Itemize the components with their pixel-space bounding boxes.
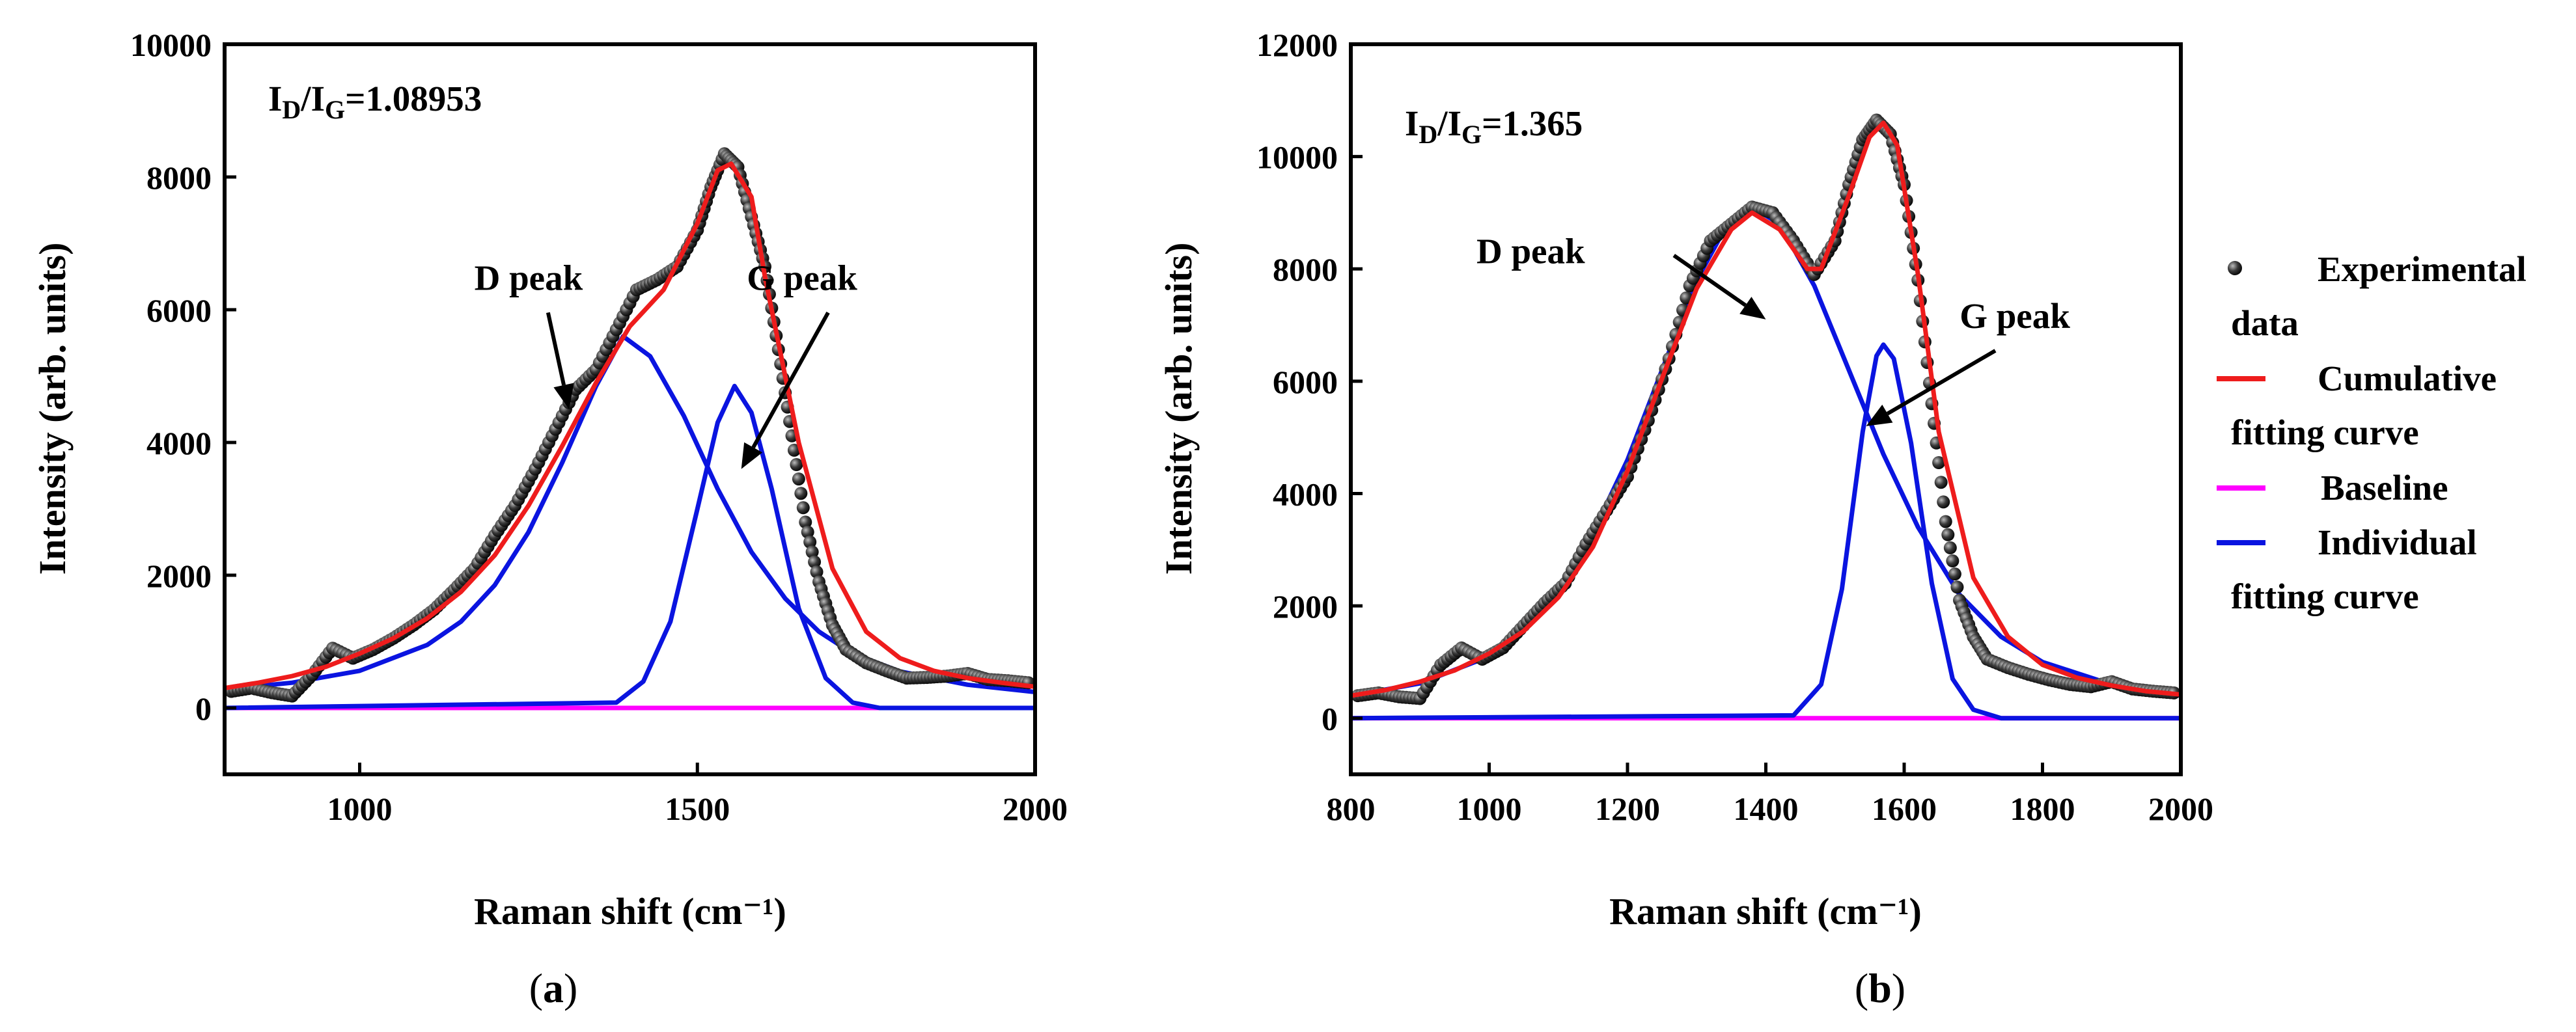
panel-a-annotation-d-peak: D peak <box>475 258 583 297</box>
panel-b-arrow-shaft-g-peak <box>1886 349 1997 416</box>
panel-a-data-point <box>794 487 808 500</box>
legend-label-ind: Individual <box>2318 523 2477 562</box>
panel-a-xtick-label-2000: 2000 <box>1003 791 1068 827</box>
panel-a-ytick-label-8000: 8000 <box>146 159 212 196</box>
panel-b-data-point <box>1941 528 1955 541</box>
panel-a-data-point <box>810 565 824 578</box>
panel-b-series-cumulative-fitting-curve <box>1351 120 2181 698</box>
panel-b-data-point <box>1932 455 1946 469</box>
panel-b-arrow-head-g-peak <box>1866 404 1893 426</box>
legend-item-base: Baseline <box>2217 468 2448 508</box>
panel-a-xlabel: Raman shift (cm⁻¹) <box>474 890 786 932</box>
panel-a-data-point <box>803 536 817 549</box>
panel-b-ytick-label-10000: 10000 <box>1256 139 1338 176</box>
legend-label2-exp: data <box>2231 303 2299 343</box>
panel-b-annotations: D peak G peak <box>1476 232 2070 426</box>
panel-a-data-point <box>792 472 805 486</box>
panel-b-data-point <box>1934 476 1948 489</box>
panel-a-series-individual-fitting-curve-g <box>225 383 1035 711</box>
panel-a-ytick-label-10000: 10000 <box>130 27 212 63</box>
panel-b-ytick-label-2000: 2000 <box>1273 588 1338 625</box>
panel-b-ytick-label-12000: 12000 <box>1256 27 1338 63</box>
panel-b-ylabel: Intensity (arb. units) <box>1157 243 1200 575</box>
panel-b-ytick-label-4000: 4000 <box>1273 476 1338 512</box>
panel-a-annotations: D peak G peak <box>475 258 857 469</box>
panel-b-ratio-label: ID/IG=1.365 <box>1405 103 1583 149</box>
panel-b-arrow-head-d-peak <box>1739 297 1766 319</box>
panel-a-experimental-points <box>225 147 1035 703</box>
panel-a-frame <box>223 42 1037 776</box>
panel-b-xtick-label-1800: 1800 <box>2010 791 2075 827</box>
panel-b-ytick-label-8000: 8000 <box>1273 251 1338 288</box>
chart-panel-b: 800 1000 1200 1400 1600 1800 2000 0 2000 4000 6000… <box>1157 27 2213 1011</box>
panel-b-data-point <box>1937 495 1950 509</box>
panel-a-data-point <box>790 458 803 471</box>
legend-item-ind: Individual fitting curve <box>2217 523 2477 616</box>
panel-b-xtick-label-1200: 1200 <box>1595 791 1660 827</box>
panel-a-caption: (a) <box>529 965 578 1011</box>
panel-b-xtick-label-1600: 1600 <box>1872 791 1937 827</box>
panel-a-arrow-shaft-g-peak <box>751 311 830 449</box>
panel-a-data-point <box>787 443 801 457</box>
legend-item-cum: Cumulative fitting curve <box>2217 359 2497 452</box>
panel-a-plot-area <box>225 147 1035 711</box>
panel-b-caption: (b) <box>1855 965 1905 1011</box>
panel-a-arrow-head-g-peak <box>741 442 763 469</box>
panel-b-annotation-g-peak: G peak <box>1960 296 2070 336</box>
panel-a-ytick-label-2000: 2000 <box>146 558 212 594</box>
panel-b-data-point <box>1943 541 1957 554</box>
panel-b-data-point <box>1939 515 1952 528</box>
panel-b-xtick-label-1000: 1000 <box>1457 791 1522 827</box>
legend-label2-ind: fitting curve <box>2231 577 2419 616</box>
legend-label-base: Baseline <box>2321 468 2448 508</box>
panel-b-xlabel: Raman shift (cm⁻¹) <box>1609 890 1922 932</box>
panel-b-plot-area <box>1351 113 2181 721</box>
panel-b-series <box>1351 113 2181 721</box>
panel-a-ratio-label: ID/IG=1.08953 <box>268 79 482 124</box>
panel-a-data-point <box>801 525 814 539</box>
panel-b-annotation-d-peak: D peak <box>1476 232 1585 271</box>
panel-a-xtick-label-1000: 1000 <box>327 791 393 827</box>
panel-a-data-point <box>808 555 822 569</box>
panel-b-arrow-shaft-d-peak <box>1672 254 1747 307</box>
panel-a-data-point <box>805 545 819 559</box>
panel-a-series-individual-fitting-curve-d <box>225 334 1035 694</box>
legend-swatch-exp <box>2228 261 2242 275</box>
panel-b-xtick-label-1400: 1400 <box>1734 791 1799 827</box>
panel-a-ytick-label-6000: 6000 <box>146 292 212 329</box>
panel-a-xtick-label-1500: 1500 <box>665 791 730 827</box>
panel-a-data-point <box>799 515 812 529</box>
panel-a-data-point <box>796 501 810 515</box>
panel-a-series-cumulative-fitting-curve <box>225 161 1035 690</box>
panel-b-ytick-label-6000: 6000 <box>1273 364 1338 400</box>
panel-b-ticks: 800 1000 1200 1400 1600 1800 2000 0 2000 4000 6000… <box>1256 27 2213 827</box>
legend-label2-cum: fitting curve <box>2231 413 2419 452</box>
legend-label-exp: Experimental <box>2318 249 2527 289</box>
legend-label-cum: Cumulative <box>2318 359 2497 398</box>
panel-b-data-point <box>1946 554 1960 568</box>
panel-a-ticks: 1000 1500 2000 0 2000 4000 6000 8000 10000 <box>130 27 1068 827</box>
panel-b-data-point <box>1948 567 1961 581</box>
panel-b-xtick-label-2000: 2000 <box>2148 791 2213 827</box>
panel-b-data-point <box>1950 580 1964 594</box>
legend-item-exp: Experimental data <box>2228 249 2527 343</box>
panel-a-arrow-shaft-d-peak <box>546 312 566 386</box>
panel-a-ylabel: Intensity (arb. units) <box>31 243 74 575</box>
panel-a-ytick-label-0: 0 <box>195 690 212 727</box>
panel-a-arrow-head-d-peak <box>553 383 574 409</box>
panel-a-series <box>225 147 1035 711</box>
panel-b-series-individual-fitting-curve-d <box>1351 204 2181 698</box>
panel-b-experimental-points <box>1351 113 2181 705</box>
panel-b-ytick-label-0: 0 <box>1322 701 1338 737</box>
panel-a-ytick-label-4000: 4000 <box>146 425 212 461</box>
panel-b-xtick-label-800: 800 <box>1327 791 1376 827</box>
chart-panel-a: 1000 1500 2000 0 2000 4000 6000 8000 10000 ID/IG… <box>31 27 1068 1011</box>
panel-b-series-individual-fitting-curve-g <box>1351 342 2181 721</box>
panel-a-annotation-g-peak: G peak <box>747 258 857 297</box>
legend: Experimental data Cumulative fitting curve B… <box>2217 249 2527 616</box>
